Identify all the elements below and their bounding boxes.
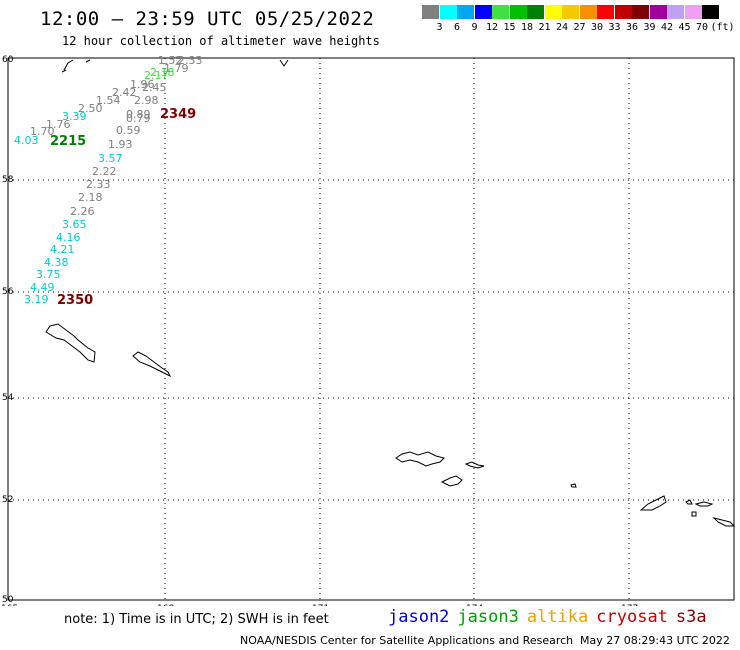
scale-swatch bbox=[474, 5, 492, 19]
scale-label: 70 bbox=[695, 22, 709, 33]
credit-line: NOAA/NESDIS Center for Satellite Applica… bbox=[240, 634, 574, 647]
scale-label: 12 bbox=[485, 22, 499, 33]
scale-swatch bbox=[544, 5, 562, 19]
lat-tick-label: 52 bbox=[2, 495, 13, 505]
scale-swatch bbox=[439, 5, 457, 19]
wave-height-label: 0.89 bbox=[126, 108, 151, 121]
scale-label: 15 bbox=[503, 22, 516, 33]
generation-timestamp: May 27 08:29:43 UTC 2022 bbox=[580, 634, 730, 647]
scale-swatch bbox=[509, 5, 527, 19]
scale-label: 3 bbox=[436, 22, 443, 33]
scale-swatch bbox=[597, 5, 614, 19]
scale-label: 6 bbox=[453, 22, 461, 33]
wave-height-label: 1.93 bbox=[108, 138, 133, 151]
wave-height-label: 2.98 bbox=[134, 94, 159, 107]
scale-label: 45 bbox=[678, 22, 691, 33]
wave-height-label: 2.17 bbox=[144, 69, 169, 82]
wave-height-label: 0.79 bbox=[126, 112, 151, 125]
lat-lon-grid bbox=[8, 58, 734, 600]
wave-height-label: 4.21 bbox=[50, 243, 75, 256]
lat-tick-label: 60 bbox=[2, 55, 14, 65]
pass-time-label: 2350 bbox=[57, 293, 93, 308]
coastline bbox=[45, 59, 736, 527]
wave-height-label: 4.16 bbox=[56, 231, 81, 244]
footnote: note: 1) Time is in UTC; 2) SWH is in fe… bbox=[64, 612, 329, 627]
wave-height-label: 3.75 bbox=[36, 268, 61, 281]
wave-height-label: 1.79 bbox=[164, 62, 189, 75]
scale-label: 30 bbox=[590, 22, 604, 33]
wave-height-label: 2.42 bbox=[112, 86, 137, 99]
satellite-legend-item: jason2 bbox=[388, 607, 450, 627]
wave-height-label: 4.38 bbox=[44, 256, 69, 269]
scale-label: 36 bbox=[625, 22, 639, 33]
wave-height-label: 4.03 bbox=[14, 134, 39, 147]
scale-label: 33 bbox=[608, 22, 621, 33]
scale-label: 21 bbox=[538, 22, 551, 33]
scale-swatch bbox=[667, 5, 684, 19]
lat-tick-label: 50 bbox=[2, 595, 14, 605]
map-frame bbox=[7, 57, 735, 601]
wave-height-label: 3.65 bbox=[62, 218, 87, 231]
lon-tick-label: 168 bbox=[157, 604, 174, 606]
wave-height-labels: 1.522.331.792.172.181.962.452.422.981.54… bbox=[14, 54, 203, 306]
wave-height-label: 2.45 bbox=[142, 81, 167, 94]
scale-label: 39 bbox=[643, 22, 656, 33]
wave-height-map: 60 58 56 54 52 50 165 168 171 174 177 1.… bbox=[1, 54, 736, 606]
wave-height-label: 3.39 bbox=[62, 110, 87, 123]
pass-time-labels: 2349 2215 2350 bbox=[50, 107, 196, 308]
scale-label: 18 bbox=[520, 22, 534, 33]
satellite-legend-item: jason3 bbox=[457, 607, 519, 627]
wave-height-label: 3.57 bbox=[98, 152, 123, 165]
map-subtitle: 12 hour collection of altimeter wave hei… bbox=[62, 34, 380, 48]
map-title: 12:00 – 23:59 UTC 05/25/2022 bbox=[40, 8, 375, 30]
wave-height-label: 4.49 bbox=[30, 281, 55, 294]
scale-label: 27 bbox=[573, 22, 586, 33]
wave-height-label: 3.19 bbox=[24, 293, 49, 306]
scale-swatch bbox=[632, 5, 649, 19]
lat-tick-label: 56 bbox=[2, 287, 14, 297]
scale-swatch bbox=[702, 5, 719, 19]
satellite-legend-item: s3a bbox=[675, 607, 707, 627]
lon-tick-label: 177 bbox=[621, 604, 638, 606]
wave-height-label: 1.54 bbox=[96, 94, 121, 107]
scale-swatch bbox=[457, 5, 474, 19]
wave-height-label: 1.52 bbox=[158, 54, 183, 67]
satellite-legend: jason2 jason3 altika cryosat s3a bbox=[388, 607, 715, 627]
wave-height-label: 1.96 bbox=[130, 78, 155, 91]
scale-swatch bbox=[562, 5, 579, 19]
scale-swatch bbox=[684, 5, 702, 19]
satellite-legend-item: altika bbox=[526, 607, 589, 627]
scale-label: 24 bbox=[555, 22, 569, 33]
scale-swatch bbox=[422, 5, 439, 19]
lon-tick-label: 171 bbox=[312, 604, 329, 606]
wave-height-label: 2.26 bbox=[70, 205, 95, 218]
scale-swatch bbox=[614, 5, 632, 19]
wave-height-label: 2.33 bbox=[86, 178, 111, 191]
wave-height-label: 2.33 bbox=[178, 54, 203, 67]
wave-height-label: 1.76 bbox=[46, 118, 71, 131]
wave-height-label: 2.22 bbox=[92, 165, 117, 178]
pass-time-label: 2349 bbox=[160, 107, 196, 122]
wave-height-label: 0.59 bbox=[116, 124, 141, 137]
scale-unit: (ft) bbox=[710, 22, 735, 33]
lat-tick-label: 54 bbox=[2, 393, 14, 403]
scale-swatch bbox=[579, 5, 597, 19]
scale-swatch bbox=[492, 5, 509, 19]
pass-time-label: 2215 bbox=[50, 134, 86, 149]
lat-tick-label: 58 bbox=[2, 175, 14, 185]
wave-height-label: 2.18 bbox=[150, 66, 175, 79]
satellite-legend-item: cryosat bbox=[596, 607, 668, 627]
wave-height-label: 2.50 bbox=[78, 102, 103, 115]
scale-swatch bbox=[527, 5, 544, 19]
lon-tick-label: 174 bbox=[466, 604, 483, 606]
wave-height-label: 1.70 bbox=[30, 125, 55, 138]
wave-height-label: 2.18 bbox=[78, 191, 103, 204]
scale-label: 9 bbox=[471, 22, 478, 33]
scale-swatch bbox=[649, 5, 667, 19]
scale-label: 42 bbox=[660, 22, 674, 33]
lon-tick-label: 165 bbox=[1, 604, 18, 606]
